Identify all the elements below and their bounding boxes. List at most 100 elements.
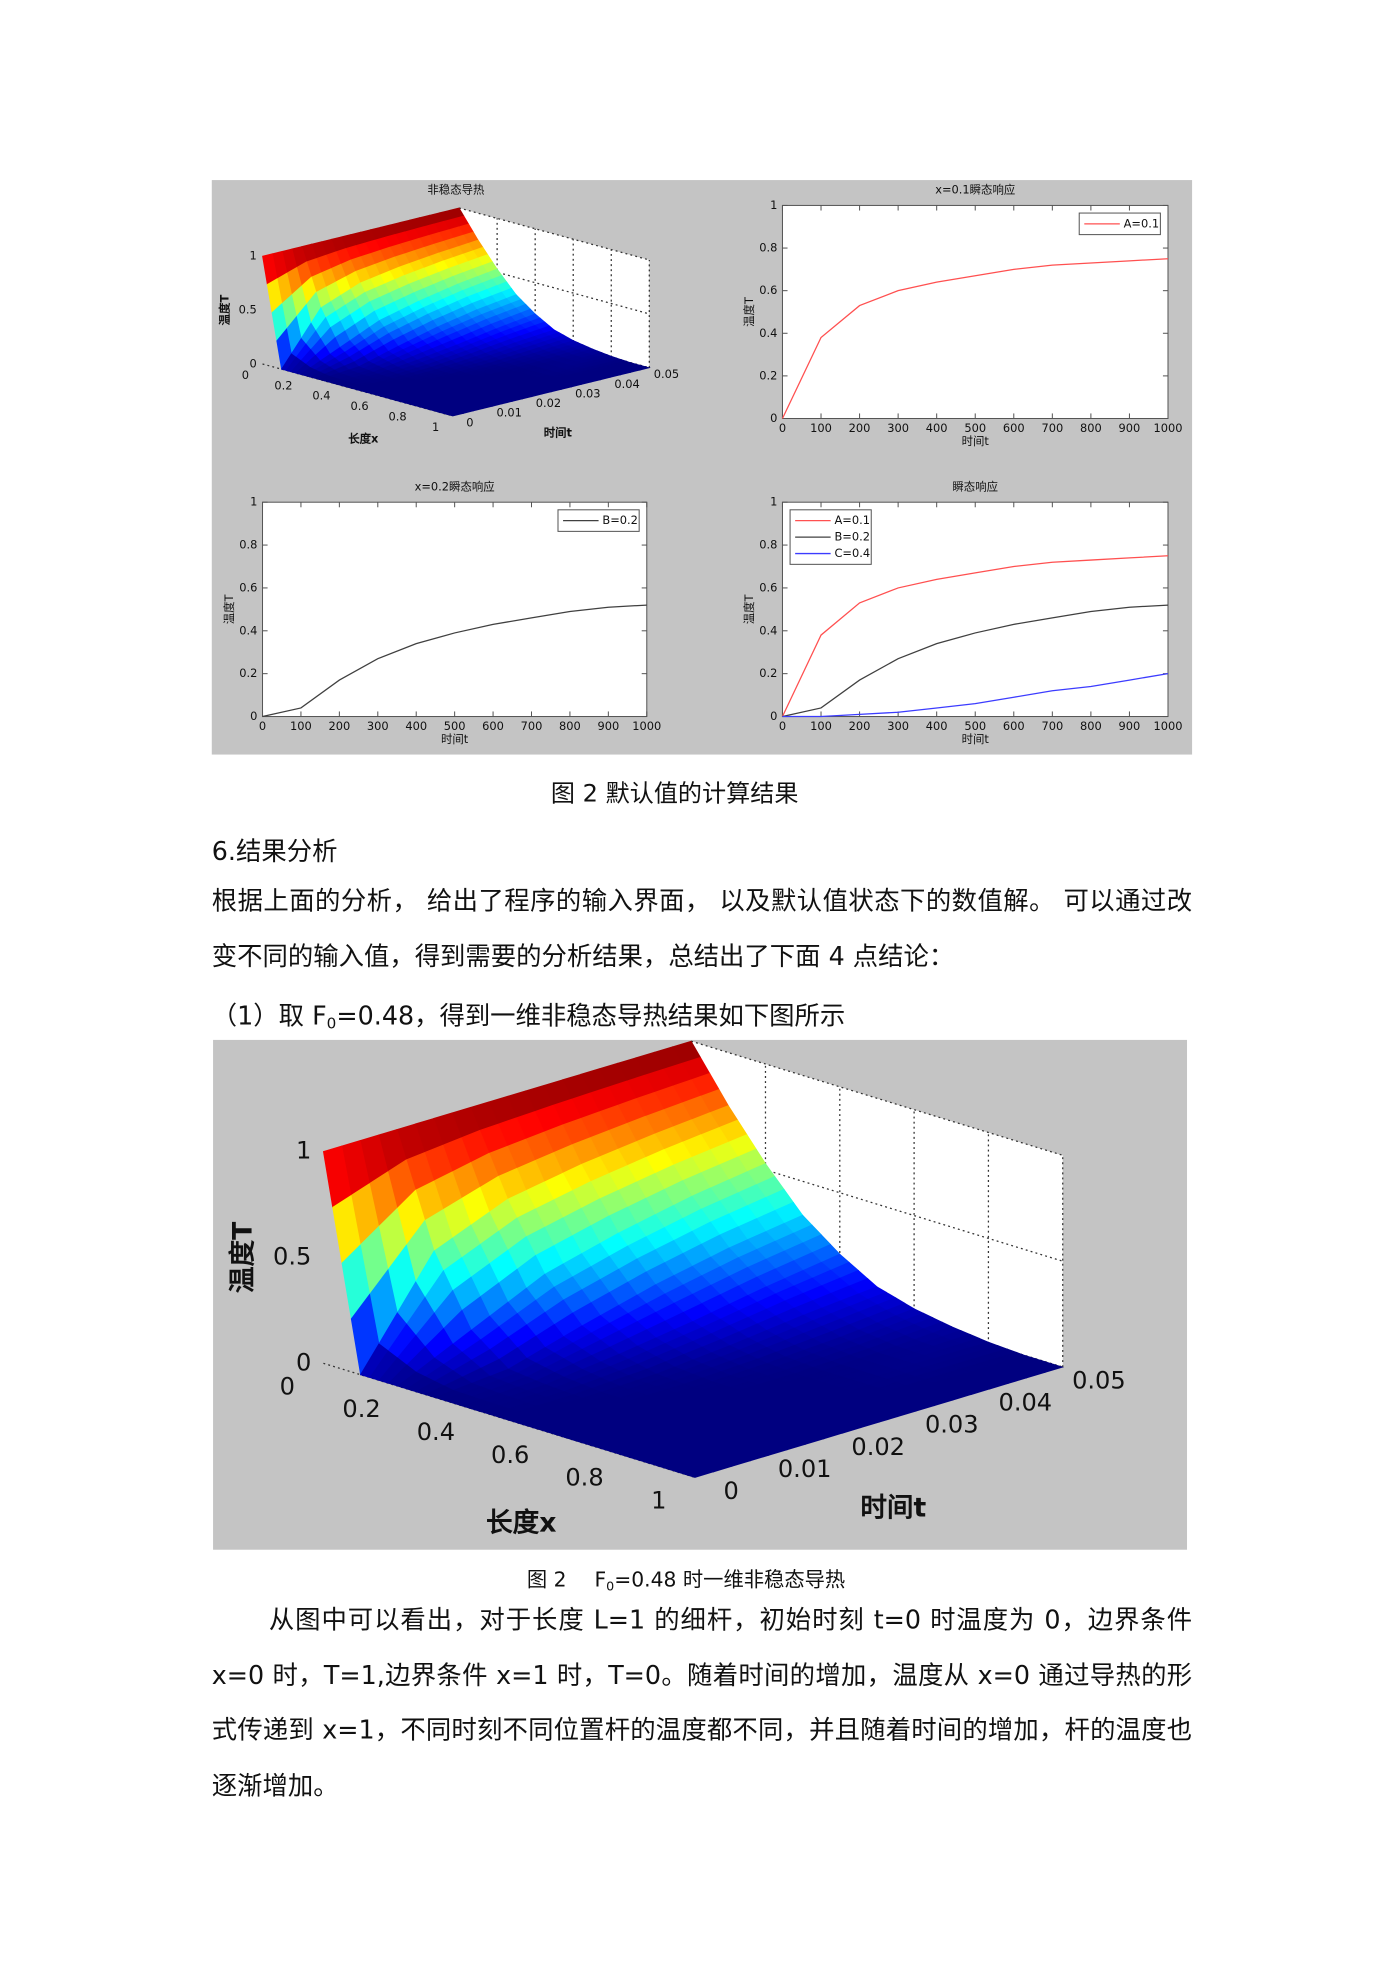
chart-title: 非稳态导热 — [427, 183, 485, 197]
x-tick-label: 900 — [1119, 421, 1141, 435]
y-tick-label: 0.04 — [999, 1389, 1053, 1417]
y-tick-label: 0.4 — [759, 326, 777, 340]
x-tick-label: 500 — [964, 421, 986, 435]
x-tick-label: 700 — [521, 719, 543, 733]
x-tick-label: 1000 — [1153, 421, 1182, 435]
y-tick-label: 0.6 — [759, 283, 777, 297]
y-tick-label: 0.2 — [759, 666, 777, 680]
x-tick-label: 600 — [1003, 421, 1025, 435]
figure-1-caption: 图 2 默认值的计算结果 — [550, 779, 799, 808]
surface-patch — [684, 1468, 715, 1478]
x-tick-label: 900 — [597, 719, 619, 733]
x-tick-label: 400 — [926, 421, 948, 435]
x-tick-label: 0 — [779, 719, 786, 733]
y-tick-label: 0 — [250, 709, 257, 723]
legend-label: C=0.4 — [834, 546, 870, 560]
x-tick-label: 0 — [242, 368, 249, 382]
x-tick-label: 400 — [405, 719, 427, 733]
x-tick-label: 700 — [1041, 719, 1063, 733]
z-axis-label: 温度T — [227, 1221, 258, 1293]
x-tick-label: 300 — [887, 719, 909, 733]
x-tick-label: 600 — [482, 719, 504, 733]
x-axis-label: 长度x — [348, 432, 379, 446]
x-tick-label: 900 — [1119, 719, 1141, 733]
z-tick-label: 1 — [296, 1137, 311, 1165]
y-axis-label: 时间t — [544, 425, 573, 439]
x-tick-label: 1000 — [1153, 719, 1182, 733]
x-tick-label: 500 — [444, 719, 466, 733]
y-tick-label: 0.01 — [778, 1455, 832, 1483]
x-tick-label: 0.4 — [312, 389, 330, 403]
x-tick-label: 200 — [849, 719, 871, 733]
data-line — [781, 555, 1169, 717]
y-tick-label: 0.02 — [536, 396, 561, 410]
x-tick-label: 0.6 — [350, 399, 368, 413]
y-tick-label: 0.03 — [575, 386, 600, 400]
x-tick-label: 100 — [290, 719, 312, 733]
subscript: 0 — [606, 1580, 615, 1595]
x-axis-label: 时间t — [962, 732, 990, 746]
x-tick-label: 600 — [1003, 719, 1025, 733]
legend-label: B=0.2 — [602, 513, 638, 527]
legend-label: B=0.2 — [834, 530, 870, 544]
y-axis-label: 时间t — [860, 1493, 926, 1524]
y-tick-label: 0 — [770, 411, 777, 425]
y-axis-label: 温度T — [222, 594, 236, 624]
x-tick-label: 800 — [1080, 421, 1102, 435]
x-tick-label: 500 — [964, 719, 986, 733]
paragraph: 根据上面的分析， 给出了程序的输入界面， 以及默认值状态下的数值解。 可以通过改… — [211, 885, 1193, 971]
text: （1）取 F — [211, 1000, 327, 1032]
x-tick-label: 100 — [810, 719, 832, 733]
x-tick-label: 0.2 — [342, 1395, 380, 1423]
x-tick-label: 800 — [559, 719, 581, 733]
y-tick-label: 0.01 — [496, 406, 521, 420]
y-tick-label: 0 — [723, 1477, 738, 1505]
y-tick-label: 0.05 — [654, 367, 679, 381]
y-tick-label: 0.04 — [614, 377, 639, 391]
x-tick-label: 1 — [432, 420, 439, 434]
y-tick-label: 0.2 — [759, 368, 777, 382]
y-tick-label: 0.4 — [239, 623, 257, 637]
paragraph: 从图中可以看出，对于长度 L=1 的细杆，初始时刻 t=0 时温度为 0，边界条… — [211, 1604, 1193, 1801]
x-tick-label: 0.8 — [565, 1464, 603, 1492]
y-tick-label: 0.8 — [759, 241, 777, 255]
x-tick-label: 0.8 — [389, 409, 407, 423]
section-heading: 6.结果分析 — [211, 835, 338, 867]
x-axis-label: 时间t — [962, 434, 990, 448]
plot-area — [781, 204, 1169, 420]
grid-line — [690, 1146, 1063, 1262]
text: =0.48 时一维非稳态导热 — [614, 1567, 846, 1592]
y-tick-label: 1 — [250, 495, 257, 509]
x-tick-label: 300 — [887, 421, 909, 435]
text: =0.48，得到一维非稳态导热结果如下图所示 — [336, 1000, 846, 1032]
y-tick-label: 0 — [770, 709, 777, 723]
text: F — [594, 1567, 607, 1592]
x-tick-label: 0.2 — [274, 378, 292, 392]
y-tick-label: 0.05 — [1072, 1367, 1126, 1395]
x-tick-label: 1 — [651, 1487, 666, 1515]
x-tick-label: 0 — [779, 421, 786, 435]
x-tick-label: 0.4 — [417, 1418, 455, 1446]
list-item: （1）取 F0=0.48，得到一维非稳态导热结果如下图所示 — [212, 996, 845, 1033]
legend-label: A=0.1 — [834, 513, 870, 527]
y-tick-label: 0.8 — [759, 538, 777, 552]
y-tick-label: 0.03 — [925, 1411, 979, 1439]
z-tick-label: 0 — [296, 1348, 311, 1376]
chart-title: x=0.1瞬态响应 — [935, 183, 1015, 197]
z-tick-label: 1 — [250, 249, 257, 263]
y-tick-label: 0.6 — [239, 580, 257, 594]
z-axis-label: 温度T — [217, 295, 231, 326]
y-tick-label: 1 — [770, 495, 777, 509]
subscript: 0 — [326, 1014, 337, 1033]
x-tick-label: 0 — [280, 1372, 295, 1400]
x-tick-label: 100 — [810, 421, 832, 435]
data-line — [782, 604, 1169, 718]
surface-patch — [446, 411, 465, 417]
x-tick-label: 700 — [1041, 421, 1063, 435]
data-line — [782, 673, 1169, 718]
y-axis-label: 温度T — [742, 594, 756, 624]
x-axis-label: 长度x — [486, 1507, 556, 1538]
x-tick-label: 200 — [849, 421, 871, 435]
